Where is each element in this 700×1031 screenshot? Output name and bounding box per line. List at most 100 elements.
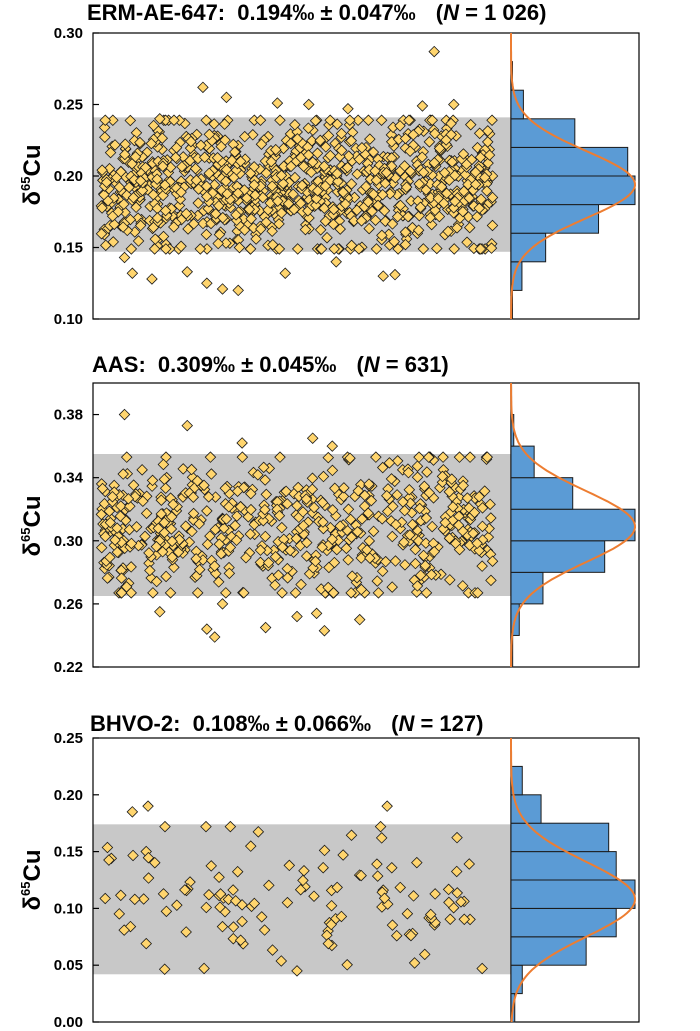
data-point xyxy=(216,598,229,610)
data-point xyxy=(429,127,441,140)
data-point xyxy=(345,587,357,599)
data-point xyxy=(426,114,439,126)
data-point xyxy=(447,501,459,513)
data-point xyxy=(295,578,307,591)
data-point xyxy=(276,521,288,534)
data-point xyxy=(400,181,413,193)
data-point xyxy=(363,222,375,235)
data-point xyxy=(269,550,282,563)
data-point xyxy=(201,505,213,517)
data-point xyxy=(123,181,135,194)
data-point xyxy=(213,538,226,550)
data-point xyxy=(125,243,138,255)
data-point xyxy=(371,575,384,587)
data-point xyxy=(444,913,456,926)
data-point xyxy=(409,543,422,556)
data-point xyxy=(148,243,161,255)
title-n-value: = 1 026) xyxy=(459,0,546,25)
data-point xyxy=(346,570,358,582)
data-point xyxy=(431,242,443,255)
data-point xyxy=(220,163,233,176)
title-sample: BHVO-2: xyxy=(90,711,180,736)
data-point xyxy=(356,142,368,154)
histogram-bar xyxy=(510,477,574,510)
data-point xyxy=(369,165,381,177)
data-point xyxy=(474,151,487,164)
data-point xyxy=(154,113,166,125)
data-point xyxy=(423,136,436,148)
data-point xyxy=(120,451,133,463)
data-point xyxy=(404,529,416,541)
data-point xyxy=(363,535,376,547)
panel-aas: AAS: 0.309‰ ± 0.045‰ (N = 631) δ65Cu 0.2… xyxy=(18,352,640,676)
data-point xyxy=(216,920,229,933)
data-point xyxy=(168,561,180,574)
data-point xyxy=(443,532,456,545)
data-point xyxy=(321,231,333,244)
data-point xyxy=(165,523,178,535)
data-point xyxy=(210,567,222,580)
data-point xyxy=(411,460,424,472)
data-point xyxy=(198,479,210,492)
data-point xyxy=(234,501,247,513)
data-point xyxy=(483,149,496,161)
data-point xyxy=(325,899,338,912)
y-axis-label-element: Cu xyxy=(19,144,46,176)
title-n-symbol: N xyxy=(443,0,460,25)
data-point xyxy=(456,580,469,592)
data-point xyxy=(342,554,354,566)
data-point xyxy=(156,132,169,144)
y-tick-label: 0.25 xyxy=(54,97,83,114)
data-point xyxy=(345,829,358,842)
title-sample: ERM-AE-647: xyxy=(87,0,225,25)
data-point xyxy=(232,284,244,297)
data-point xyxy=(191,475,204,487)
data-point xyxy=(422,451,435,463)
data-point xyxy=(375,832,388,844)
data-point xyxy=(96,202,108,214)
title-n-value: = 127) xyxy=(414,711,483,736)
data-point xyxy=(205,468,218,480)
histogram-bar xyxy=(510,851,617,881)
data-point xyxy=(469,166,482,178)
data-point xyxy=(486,555,499,567)
data-point xyxy=(317,516,329,528)
data-point xyxy=(371,858,383,870)
data-point xyxy=(168,114,180,126)
y-tick-label: 0.20 xyxy=(54,787,83,804)
data-point xyxy=(274,114,286,126)
data-point xyxy=(95,508,108,521)
histogram-bar xyxy=(510,232,547,263)
data-point xyxy=(328,243,341,255)
data-point xyxy=(227,884,239,896)
data-point xyxy=(444,574,456,586)
data-point xyxy=(155,508,168,520)
histogram-bar xyxy=(510,822,610,853)
data-point xyxy=(463,221,476,234)
data-point xyxy=(104,516,117,529)
data-point xyxy=(451,222,463,234)
data-point xyxy=(274,451,286,463)
data-point xyxy=(111,522,123,534)
scatter-plot: 0.22 0.26 0.30 0.34 0.38 xyxy=(54,382,640,676)
title-stats: 0.309‰ ± 0.045‰ xyxy=(158,352,336,377)
two-sd-band xyxy=(93,824,511,975)
data-point xyxy=(481,185,493,197)
data-point xyxy=(345,134,358,147)
data-point xyxy=(403,483,416,496)
data-point xyxy=(355,583,368,596)
data-point xyxy=(220,175,232,188)
data-point xyxy=(315,243,328,255)
data-point xyxy=(242,511,255,523)
data-point xyxy=(391,455,404,467)
data-point xyxy=(259,503,271,516)
data-point xyxy=(255,223,267,235)
data-point xyxy=(367,146,380,158)
data-point xyxy=(265,155,278,168)
y-tick-label: 0.30 xyxy=(54,25,83,42)
data-point xyxy=(423,486,436,499)
data-point xyxy=(276,541,289,553)
data-point xyxy=(440,187,453,200)
data-point xyxy=(420,587,433,599)
data-point xyxy=(380,166,393,179)
